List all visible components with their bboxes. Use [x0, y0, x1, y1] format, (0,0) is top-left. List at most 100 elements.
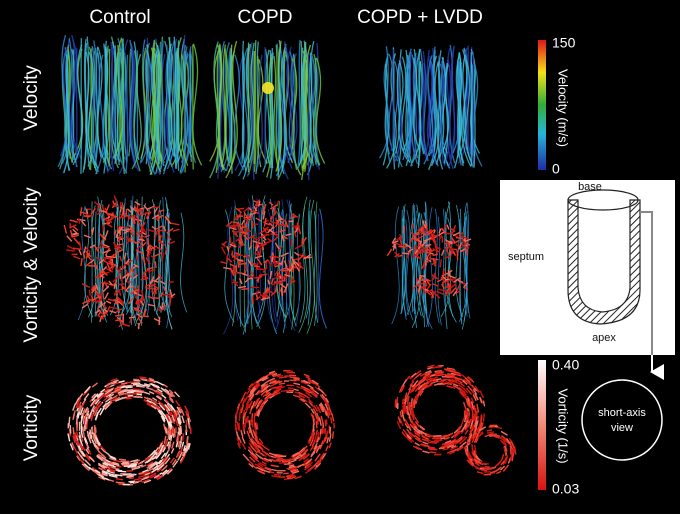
vorticity-arrow: [256, 450, 265, 457]
vorticity-arrow: [404, 242, 412, 249]
vorticity-arrow: [253, 205, 258, 212]
vorticity-arrow: [185, 410, 189, 418]
streamline: [158, 53, 166, 174]
vorticity-arrow: [168, 404, 174, 411]
vorticity-arrow: [178, 451, 183, 459]
vorticity-arrow: [462, 380, 468, 385]
vorticity-arrow: [78, 248, 83, 256]
vorticity-arrow: [405, 408, 408, 415]
vorticity-arrow: [295, 453, 302, 459]
vorticity-arrow: [455, 283, 461, 292]
vorticity-arrow: [110, 377, 118, 382]
vorticity-arrow: [331, 413, 335, 422]
vorticity-arrow: [103, 292, 109, 300]
vorticity-arrow: [238, 262, 247, 266]
vorticity-arrow: [464, 429, 469, 435]
vorticity-arrow: [178, 406, 183, 414]
vorticity-arrow: [455, 236, 463, 240]
vorticity-arrow: [452, 430, 460, 438]
vorticity-arrow: [142, 256, 147, 266]
vorticity-arrow: [127, 465, 137, 469]
vorticity-arrow: [454, 378, 463, 384]
vorticity-arrow: [78, 241, 82, 250]
vorticity-arrow: [448, 370, 457, 374]
vorticity-arrow: [77, 411, 81, 419]
vorticity-arrow: [439, 434, 447, 438]
vorticity-arrow: [101, 476, 110, 481]
vorticity-arrow: [131, 466, 141, 471]
vorticity-arrow: [441, 249, 445, 256]
vorticity-arrow: [315, 444, 321, 454]
vorticity-arrow: [236, 437, 241, 446]
streamline: [128, 39, 136, 162]
vorticity-arrow: [111, 466, 120, 471]
vorticity-arrow: [283, 283, 289, 293]
streamline: [418, 213, 424, 318]
vorticity-arrow: [299, 398, 306, 403]
vorticity-arrow: [323, 406, 327, 413]
streamline: [117, 44, 120, 166]
vorticity-arrow: [254, 255, 263, 259]
vorticity-arrow: [276, 386, 286, 390]
vorticity-arrow: [178, 427, 181, 436]
vorticity-arrow: [250, 400, 256, 410]
vorticity-arrow: [447, 368, 456, 372]
vorticity-arrow: [115, 236, 123, 241]
vorticity-arrow: [439, 259, 443, 268]
vorticity-arrow: [478, 420, 482, 428]
streamline: [133, 50, 141, 172]
vorticity-arrow: [84, 459, 92, 467]
vorticity-arrow: [412, 399, 416, 405]
vorticity-arrow: [82, 426, 85, 436]
vorticity-arrow: [142, 474, 150, 479]
vorticity-arrow: [128, 316, 136, 319]
vorticity-arrow: [469, 460, 475, 466]
vorticity-arrow: [169, 457, 175, 464]
vorticity-arrow: [279, 267, 288, 272]
vorticity-arrow: [103, 388, 110, 393]
vorticity-arrow: [307, 398, 314, 404]
vorticity-arrow: [258, 465, 265, 471]
vorticity-arrow: [253, 412, 256, 419]
vorticity-arrow: [249, 453, 256, 459]
vorticity-arrow: [175, 400, 181, 407]
streamline: [134, 209, 140, 320]
vorticity-arrow: [104, 404, 110, 410]
vorticity-arrow: [135, 254, 139, 261]
vorticity-arrow: [299, 453, 306, 460]
vorticity-arrow: [441, 280, 449, 284]
streamline: [241, 51, 247, 172]
vorticity-arrow: [272, 235, 279, 242]
vorticity-arrow: [81, 283, 91, 288]
vorticity-arrow: [246, 277, 254, 280]
vorticity-arrow: [259, 442, 266, 449]
vorticity-arrow: [476, 403, 480, 413]
vorticity-arrow: [237, 239, 243, 244]
vorticity-arrow: [244, 401, 249, 411]
vorticity-arrow: [90, 405, 96, 413]
vorticity-arrow: [86, 253, 92, 261]
vorticity-arrow: [466, 438, 469, 447]
vorticity-arrow: [242, 424, 245, 431]
vorticity-arrow: [422, 450, 430, 454]
vorticity-arrow: [513, 446, 517, 455]
vorticity-arrow: [251, 447, 258, 454]
vorticity-arrow: [270, 372, 277, 376]
streamline: [275, 40, 283, 172]
vorticity-arrow: [140, 227, 143, 235]
vorticity-arrow: [188, 422, 191, 429]
vorticity-arrow: [451, 248, 454, 255]
vorticity-arrow: [77, 403, 81, 409]
vorticity-arrow: [406, 395, 410, 404]
vorticity-arrow: [417, 386, 424, 394]
vorticity-arrow: [249, 439, 253, 445]
vorticity-arrow: [413, 423, 418, 429]
vorticity-arrow: [460, 427, 466, 435]
vorticity-arrow: [94, 399, 100, 405]
vorticity-arrow: [301, 393, 307, 397]
streamline: [302, 43, 306, 161]
vorticity-arrow: [95, 436, 99, 443]
vorticity-arrow: [240, 429, 244, 437]
vorticity-arrow: [273, 473, 282, 476]
vorticity-arrow: [413, 400, 416, 409]
